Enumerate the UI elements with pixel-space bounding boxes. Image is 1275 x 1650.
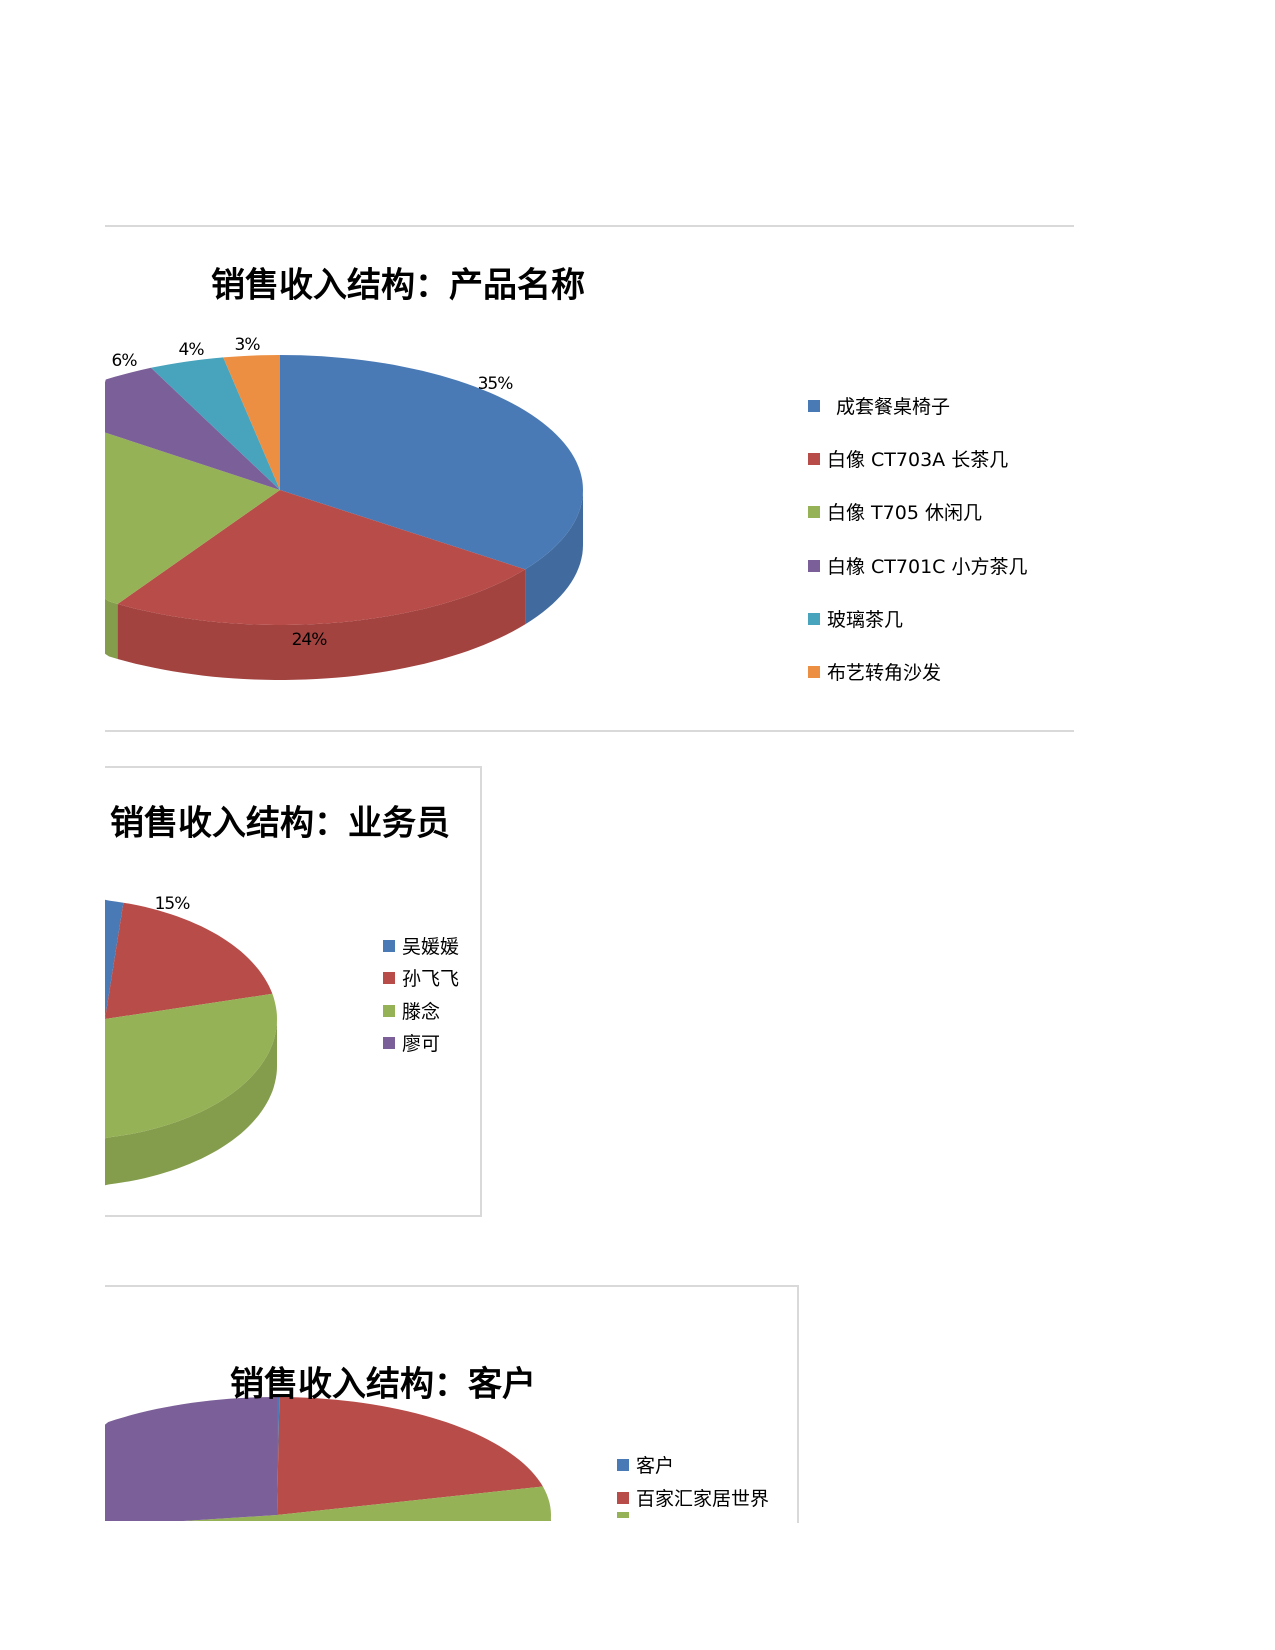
chart2-slice-side	[105, 1019, 277, 1187]
chart3-slice	[277, 1397, 543, 1515]
legend-item: 成套餐桌椅子	[808, 392, 950, 419]
legend-label: 布艺转角沙发	[827, 662, 942, 684]
legend-label: 成套餐桌椅子	[836, 396, 951, 418]
chart1-data-label: 3%	[234, 335, 261, 355]
legend-label: 白橡 CT701C 小方茶几	[827, 556, 1028, 578]
legend-item	[617, 1512, 636, 1518]
legend-swatch	[383, 939, 395, 952]
chart1-frame-top	[105, 225, 1074, 227]
legend-swatch	[383, 1004, 395, 1017]
chart1-slice-side	[105, 490, 118, 659]
chart1-slice	[117, 490, 526, 625]
legend-item: 玻璃茶几	[808, 605, 903, 632]
chart1-slice-side	[117, 569, 526, 680]
legend-item: 布艺转角沙发	[808, 658, 941, 685]
legend-swatch	[383, 971, 395, 984]
legend-item: 白像 T705 休闲几	[808, 498, 982, 525]
chart1-data-label: 24%	[291, 630, 328, 650]
legend-swatch	[808, 399, 820, 412]
legend-item: 廖可	[383, 1029, 440, 1056]
legend-item: 客户	[617, 1451, 674, 1478]
legend-label: 百家汇家居世界	[636, 1488, 770, 1510]
chart2-frame	[105, 766, 482, 1217]
legend-item: 百家汇家居世界	[617, 1484, 769, 1511]
legend-item: 滕念	[383, 997, 440, 1024]
chart1-slice	[105, 432, 280, 604]
legend-swatch	[617, 1512, 629, 1518]
legend-label: 玻璃茶几	[827, 609, 904, 631]
legend-label: 滕念	[402, 1001, 441, 1023]
chart2-slice	[105, 902, 273, 1019]
legend-swatch	[808, 665, 820, 678]
chart2-data-label: 15%	[154, 894, 191, 914]
chart1-title: 销售收入结构：产品名称	[211, 265, 585, 306]
chart3-slice	[105, 1397, 277, 1521]
chart3-slice	[277, 1397, 280, 1515]
legend-label: 白像 T705 休闲几	[827, 502, 982, 524]
legend-label: 孙飞飞	[402, 968, 460, 990]
legend-swatch	[617, 1491, 629, 1504]
legend-item: 吴媛媛	[383, 932, 459, 959]
chart1-slice	[105, 367, 280, 490]
chart1-slice	[280, 355, 583, 570]
chart2-slice	[105, 993, 277, 1140]
legend-swatch	[383, 1036, 395, 1049]
chart2-title: 销售收入结构：业务员	[110, 803, 450, 844]
chart1-slice	[151, 357, 280, 490]
legend-item: 孙飞飞	[383, 964, 459, 991]
chart1-data-label: 4%	[178, 340, 205, 360]
chart1-data-label: 35%	[477, 374, 514, 394]
legend-swatch	[808, 452, 820, 465]
chart3-frame	[105, 1285, 799, 1523]
chart1-frame-bottom	[105, 730, 1074, 732]
legend-swatch	[617, 1458, 629, 1471]
chart1-slice	[223, 355, 280, 490]
chart1-data-label: 6%	[111, 351, 138, 371]
legend-label: 白像 CT703A 长茶几	[827, 449, 1009, 471]
chart1-slice-side	[525, 490, 583, 625]
chart3-title: 销售收入结构：客户	[230, 1364, 536, 1405]
legend-item: 白像 CT703A 长茶几	[808, 445, 1008, 472]
legend-label: 客户	[636, 1455, 675, 1477]
legend-swatch	[808, 612, 820, 625]
legend-label: 吴媛媛	[402, 936, 460, 958]
legend-swatch	[808, 559, 820, 572]
legend-label: 廖可	[402, 1033, 441, 1055]
legend-item: 白橡 CT701C 小方茶几	[808, 552, 1027, 579]
chart3-slice	[183, 1486, 552, 1521]
chart2-slice	[105, 898, 124, 1019]
legend-swatch	[808, 505, 820, 518]
